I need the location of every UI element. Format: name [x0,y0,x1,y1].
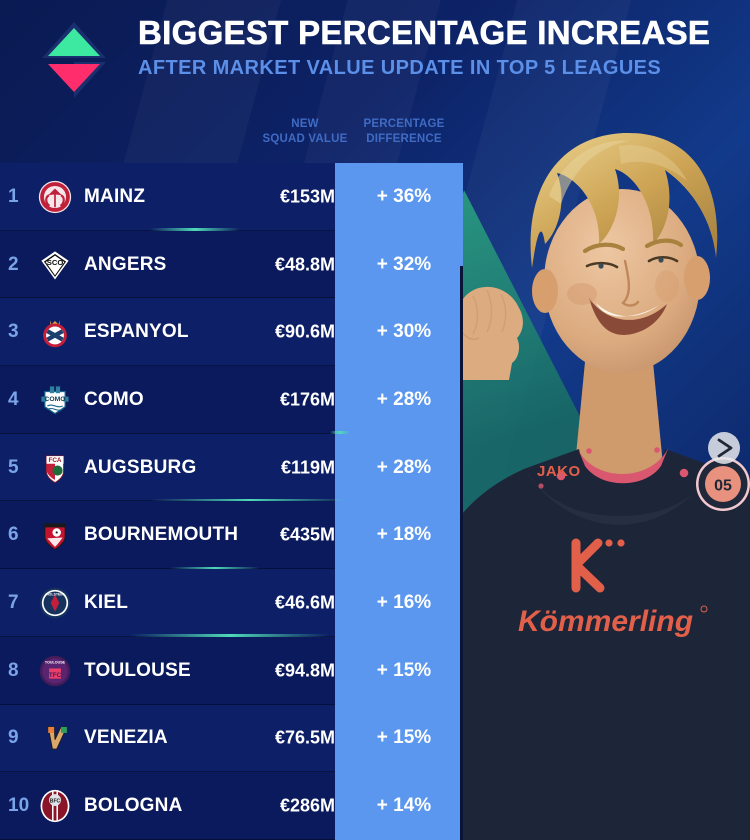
svg-text:COMO: COMO [44,396,65,403]
svg-text:TFC: TFC [49,672,62,679]
svg-text:FCA: FCA [48,457,61,464]
svg-text:JAKO: JAKO [537,463,581,480]
svg-text:HOLSTEIN: HOLSTEIN [46,592,64,596]
svg-text:05: 05 [714,478,732,495]
svg-text:SCO: SCO [47,258,64,267]
svg-text:Kömmerling: Kömmerling [518,605,693,638]
svg-text:TOULOUSE: TOULOUSE [45,660,66,664]
svg-text:BFC: BFC [50,799,61,805]
